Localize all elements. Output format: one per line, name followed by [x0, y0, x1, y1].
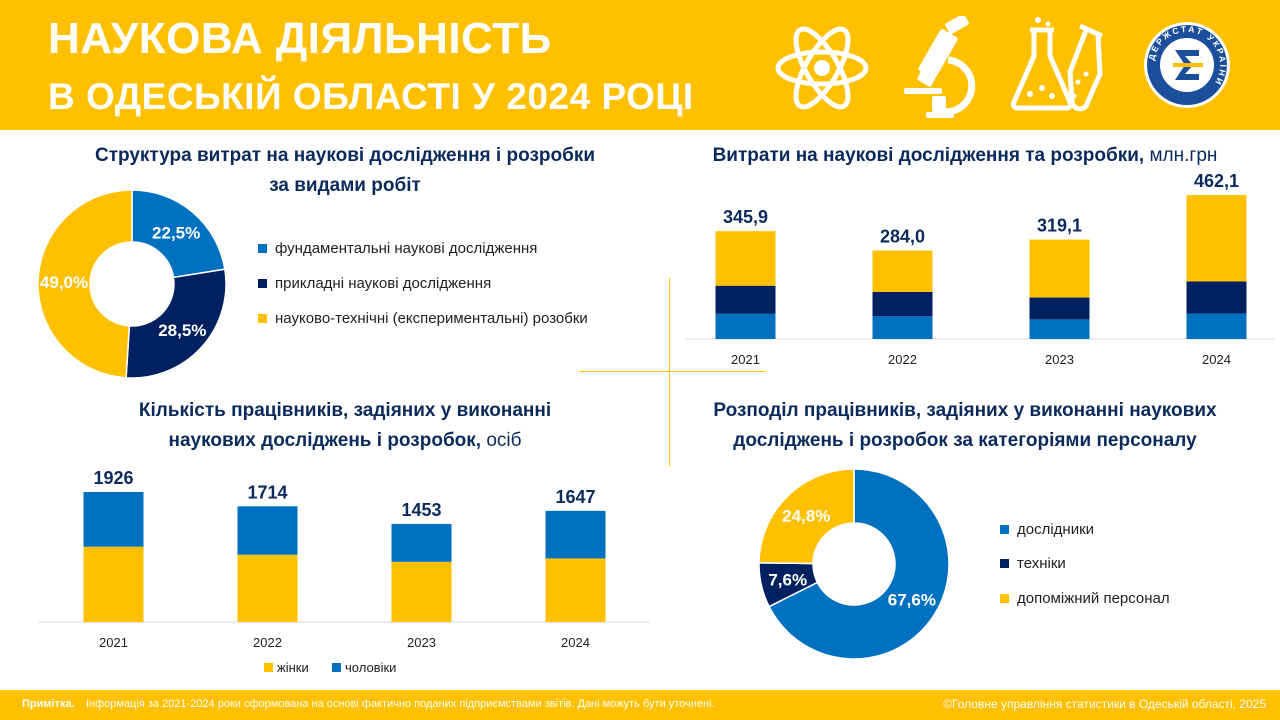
bar-segment [1186, 313, 1247, 339]
legend-swatch-blue [1000, 525, 1009, 534]
x-tick-label: 2024 [561, 635, 590, 650]
bar-segment [237, 554, 298, 622]
bar-segment [237, 506, 298, 555]
slice-label: 28,5% [158, 321, 206, 340]
bar-total-label: 284,0 [880, 226, 925, 246]
bar-segment [83, 492, 144, 547]
legend-technicians: техніки [1000, 555, 1066, 572]
legend-fundamental: фундаментальні наукові дослідження [258, 240, 537, 257]
legend-label: жінки [277, 660, 309, 675]
bar-segment [872, 291, 933, 317]
bar-total-label: 1453 [401, 500, 441, 520]
bar-segment [872, 316, 933, 339]
bar-total-label: 1926 [93, 468, 133, 488]
bar-total-label: 345,9 [723, 207, 768, 227]
footer-note-label: Примітка. [22, 698, 75, 710]
x-tick-label: 2023 [407, 635, 436, 650]
bar-total-label: 319,1 [1037, 216, 1082, 236]
donut-slice [125, 268, 227, 379]
footer-copyright: ©Головне управління статистики в Одеські… [943, 697, 1266, 711]
slice-label: 67,6% [888, 591, 936, 610]
legend-support-staff: допоміжний персонал [1000, 590, 1170, 607]
bar-segment [1186, 195, 1247, 282]
bar-total-label: 1714 [247, 482, 287, 502]
bar-segment [83, 546, 144, 622]
slice-label: 7,6% [768, 570, 807, 589]
donut-slice [131, 189, 226, 279]
donut-slice [758, 468, 855, 565]
x-tick-label: 2022 [888, 352, 917, 367]
legend-swatch-yellow [258, 314, 267, 323]
legend-swatch-blue [258, 244, 267, 253]
distribution-donut-chart: 67,6% 7,6% 24,8% [758, 468, 950, 660]
footer-bar: Примітка. Інформація за 2021-2024 роки с… [0, 690, 1280, 720]
legend-label: чоловіки [345, 660, 396, 675]
donut-slice [768, 468, 950, 660]
expenses-bar-chart: 345,9 2021 284,0 2022 319,1 2023 462,1 2024 [686, 171, 1274, 367]
bar-segment [715, 231, 776, 286]
bar-segment [1029, 239, 1090, 298]
x-tick-label: 2023 [1045, 352, 1074, 367]
microscope-icon [904, 16, 976, 118]
bar-segment [391, 523, 452, 562]
footer-note-text: Інформація за 2021-2024 роки сформована … [86, 698, 715, 710]
bar-segment [1186, 281, 1247, 314]
x-tick-label: 2022 [253, 635, 282, 650]
x-tick-label: 2024 [1202, 352, 1231, 367]
legend-researchers: дослідники [1000, 521, 1094, 538]
bar-segment [715, 285, 776, 314]
legend-swatch [264, 663, 273, 672]
bar-segment [1029, 319, 1090, 339]
workers-bar-chart: 1926 2021 1714 2022 1453 2023 1647 2024 жінки чол… [38, 468, 650, 675]
bar-segment [715, 313, 776, 339]
x-tick-label: 2021 [99, 635, 128, 650]
slice-label: 49,0% [40, 273, 88, 292]
bar-total-label: 462,1 [1194, 171, 1239, 191]
legend-swatch-navy [1000, 559, 1009, 568]
page-title-line1: НАУКОВА ДІЯЛЬНІСТЬ [48, 14, 552, 63]
bar-segment [545, 558, 606, 622]
legend-experimental: науково-технічні (експериментальні) розо… [258, 310, 588, 327]
divider-vertical [669, 278, 670, 466]
donut-slice [37, 189, 133, 379]
structure-donut-chart: 22,5% 28,5% 49,0% [37, 189, 227, 379]
x-tick-label: 2021 [731, 352, 760, 367]
slice-label: 22,5% [152, 223, 200, 242]
bar-total-label: 1647 [555, 487, 595, 507]
structure-title: Структура витрат на наукові дослідження … [94, 145, 596, 196]
bar-segment [872, 250, 933, 292]
legend-swatch-yellow [1000, 594, 1009, 603]
page-title-line2: В ОДЕСЬКІЙ ОБЛАСТІ У 2024 РОЦІ [48, 76, 694, 117]
legend-applied: прикладні наукові дослідження [258, 275, 491, 292]
workers-title: Кількість працівників, задіяних у викона… [138, 400, 552, 451]
bar-segment [1029, 297, 1090, 320]
slice-label: 24,8% [782, 507, 830, 526]
header-banner: НАУКОВА ДІЯЛЬНІСТЬ В ОДЕСЬКІЙ ОБЛАСТІ У … [0, 0, 1280, 130]
atom-icon [775, 26, 869, 110]
legend-swatch-navy [258, 279, 267, 288]
divider-horizontal [580, 371, 766, 372]
flasks-icon [1010, 17, 1104, 112]
expenses-title: Витрати на наукові дослідження та розроб… [712, 145, 1218, 166]
bar-segment [391, 561, 452, 622]
distribution-title: Розподіл працівників, задіяних у виконан… [713, 400, 1217, 451]
legend-swatch [332, 663, 341, 672]
bar-segment [545, 510, 606, 559]
derzhstat-logo: ДЕРЖСТАТ УКРАЇНИ [1144, 22, 1230, 108]
